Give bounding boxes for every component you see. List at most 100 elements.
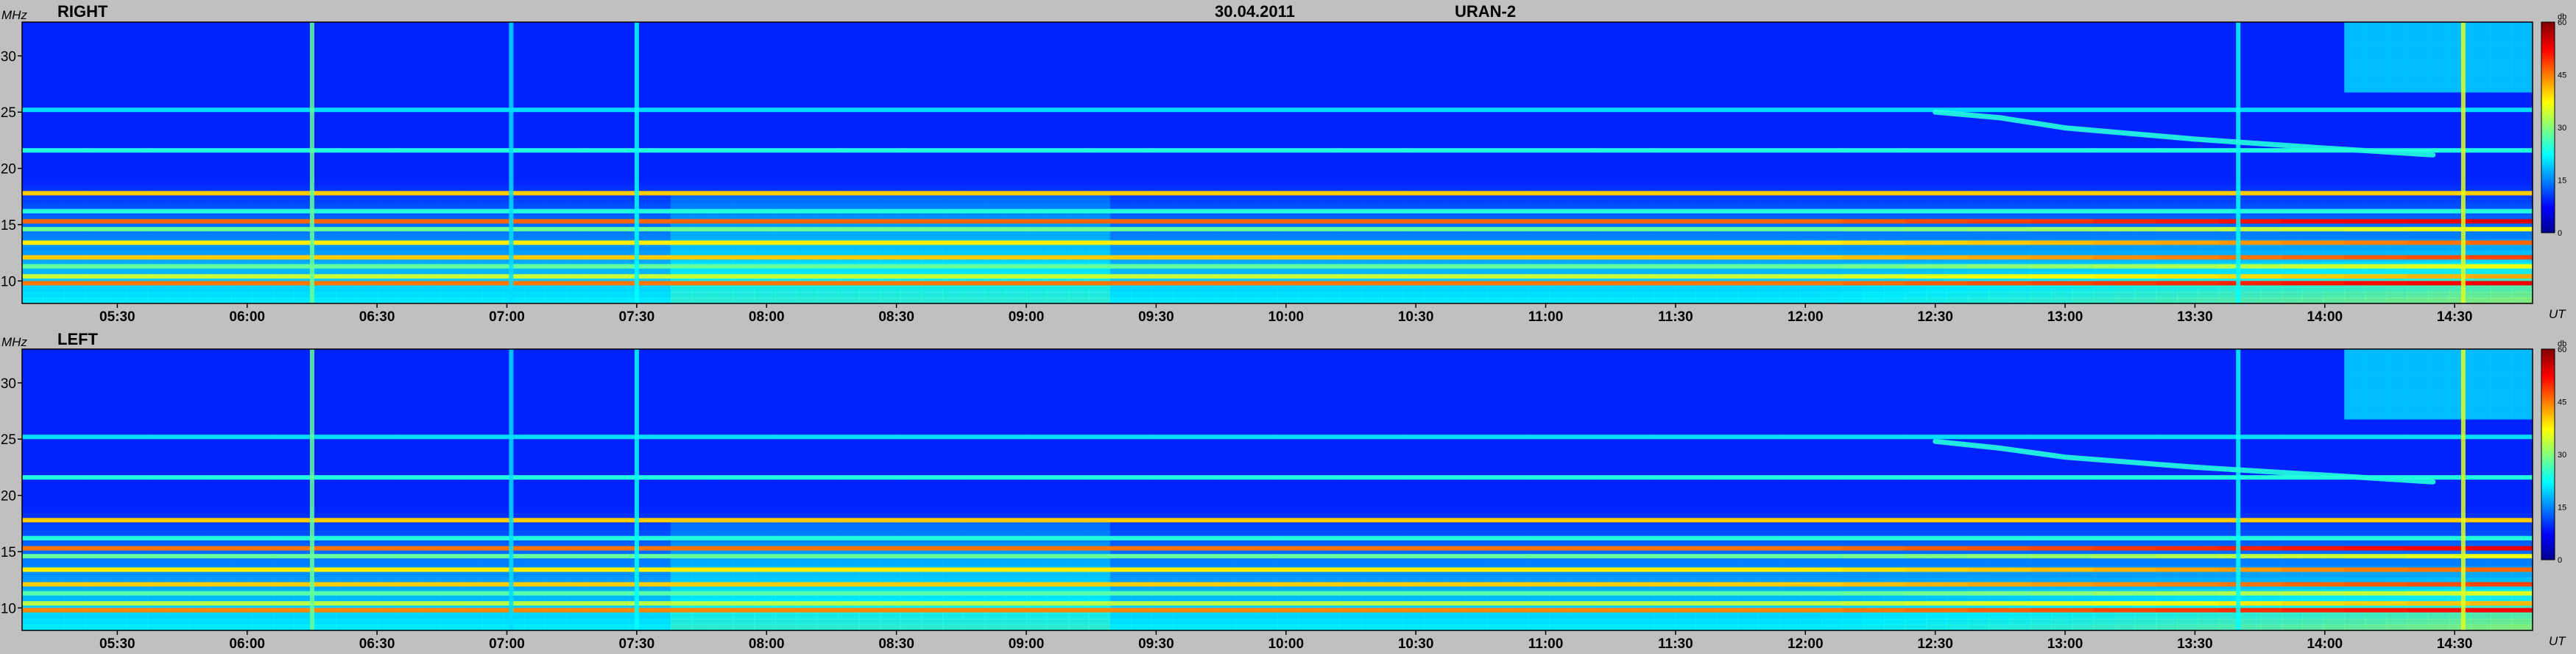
heatmap-cell	[2135, 22, 2157, 29]
heatmap-cell	[1674, 80, 1696, 88]
heatmap-cell	[921, 256, 943, 263]
heatmap-cell	[2344, 151, 2366, 158]
heatmap-cell	[231, 104, 253, 110]
heatmap-cell	[1884, 22, 1906, 29]
heatmap-cell	[1863, 57, 1885, 64]
heatmap-cell	[1737, 127, 1760, 134]
heatmap-cell	[1737, 98, 1760, 105]
heatmap-cell	[1674, 22, 1696, 29]
heatmap-cell	[858, 139, 881, 146]
heatmap-cell	[168, 110, 190, 116]
heatmap-cell	[733, 256, 755, 263]
heatmap-cell	[314, 45, 336, 52]
heatmap-cell	[984, 197, 1006, 205]
heatmap-cell	[984, 74, 1006, 82]
heatmap-cell	[1863, 203, 1885, 211]
heatmap-cell	[398, 39, 420, 46]
heatmap-cell	[1444, 169, 1467, 175]
heatmap-cell	[105, 133, 127, 140]
heatmap-cell	[1193, 233, 1215, 240]
heatmap-cell	[1716, 63, 1738, 70]
heatmap-cell	[378, 157, 400, 164]
heatmap-cell	[2051, 45, 2073, 52]
heatmap-cell	[1026, 98, 1048, 105]
heatmap-cell	[587, 157, 609, 164]
heatmap-cell	[2302, 98, 2324, 105]
heatmap-cell	[1444, 245, 1467, 251]
heatmap-cell	[670, 169, 692, 175]
heatmap-cell	[629, 104, 651, 110]
heatmap-cell	[503, 163, 525, 169]
heatmap-cell	[1047, 57, 1069, 64]
heatmap-cell	[336, 74, 358, 82]
heatmap-cell	[2135, 110, 2157, 116]
heatmap-cell	[691, 180, 713, 187]
heatmap-cell	[670, 28, 692, 35]
heatmap-cell	[2386, 203, 2408, 211]
heatmap-cell	[733, 33, 755, 41]
heatmap-cell	[398, 139, 420, 146]
heatmap-cell	[942, 51, 964, 58]
heatmap-cell	[545, 245, 567, 251]
heatmap-cell	[1089, 233, 1111, 240]
heatmap-cell	[2427, 250, 2449, 257]
heatmap-cell	[1214, 98, 1236, 105]
heatmap-cell	[629, 122, 651, 128]
heatmap-cell	[816, 233, 839, 240]
heatmap-cell	[1695, 116, 1718, 122]
heatmap-cell	[314, 157, 336, 164]
heatmap-cell	[2427, 180, 2449, 187]
heatmap-cell	[1423, 68, 1445, 76]
heatmap-cell	[1758, 57, 1780, 64]
heatmap-cell	[2407, 104, 2429, 110]
heatmap-cell	[1674, 39, 1696, 46]
heatmap-cell	[565, 57, 587, 64]
heatmap-cell	[1821, 116, 1843, 122]
heatmap-cell	[2114, 233, 2136, 240]
heatmap-cell	[1235, 104, 1257, 110]
heatmap-cell	[1884, 127, 1906, 134]
heatmap-cell	[2051, 250, 2073, 257]
heatmap-cell	[147, 186, 169, 193]
heatmap-cell	[1465, 169, 1487, 175]
heatmap-cell	[1947, 45, 1969, 52]
heatmap-cell	[1444, 197, 1467, 205]
heatmap-cell	[85, 139, 107, 146]
heatmap-cell	[127, 57, 149, 64]
heatmap-cell	[440, 215, 462, 222]
heatmap-cell	[629, 151, 651, 158]
heatmap-cell	[43, 57, 65, 64]
heatmap-cell	[2176, 86, 2198, 94]
heatmap-cell	[1444, 98, 1467, 105]
heatmap-cell	[1047, 39, 1069, 46]
heatmap-cell	[1989, 197, 2011, 205]
heatmap-cell	[2135, 51, 2157, 58]
heatmap-cell	[1068, 127, 1090, 134]
heatmap-cell	[1821, 215, 1843, 222]
heatmap-cell	[43, 215, 65, 222]
heatmap-cell	[2491, 51, 2513, 58]
heatmap-cell	[1382, 92, 1404, 99]
heatmap-cell	[1131, 57, 1153, 64]
heatmap-cell	[398, 221, 420, 228]
heatmap-cell	[2176, 180, 2198, 187]
heatmap-cell	[649, 133, 671, 140]
heatmap-cell	[2093, 80, 2115, 88]
heatmap-cell	[1779, 63, 1801, 70]
heatmap-cell	[1298, 51, 1320, 58]
heatmap-cell	[1319, 104, 1341, 110]
heatmap-cell	[398, 122, 420, 128]
heatmap-cell	[754, 98, 776, 105]
heatmap-cell	[1340, 51, 1362, 58]
heatmap-cell	[1674, 110, 1696, 116]
heatmap-cell	[524, 203, 546, 211]
heatmap-cell	[1193, 28, 1215, 35]
heatmap-cell	[796, 250, 818, 257]
heatmap-cell	[2282, 86, 2303, 94]
heatmap-cell	[1423, 250, 1445, 257]
heatmap-cell	[1151, 122, 1174, 128]
heatmap-cell	[2030, 139, 2052, 146]
heatmap-cell	[1109, 245, 1132, 251]
heatmap-cell	[2282, 180, 2303, 187]
